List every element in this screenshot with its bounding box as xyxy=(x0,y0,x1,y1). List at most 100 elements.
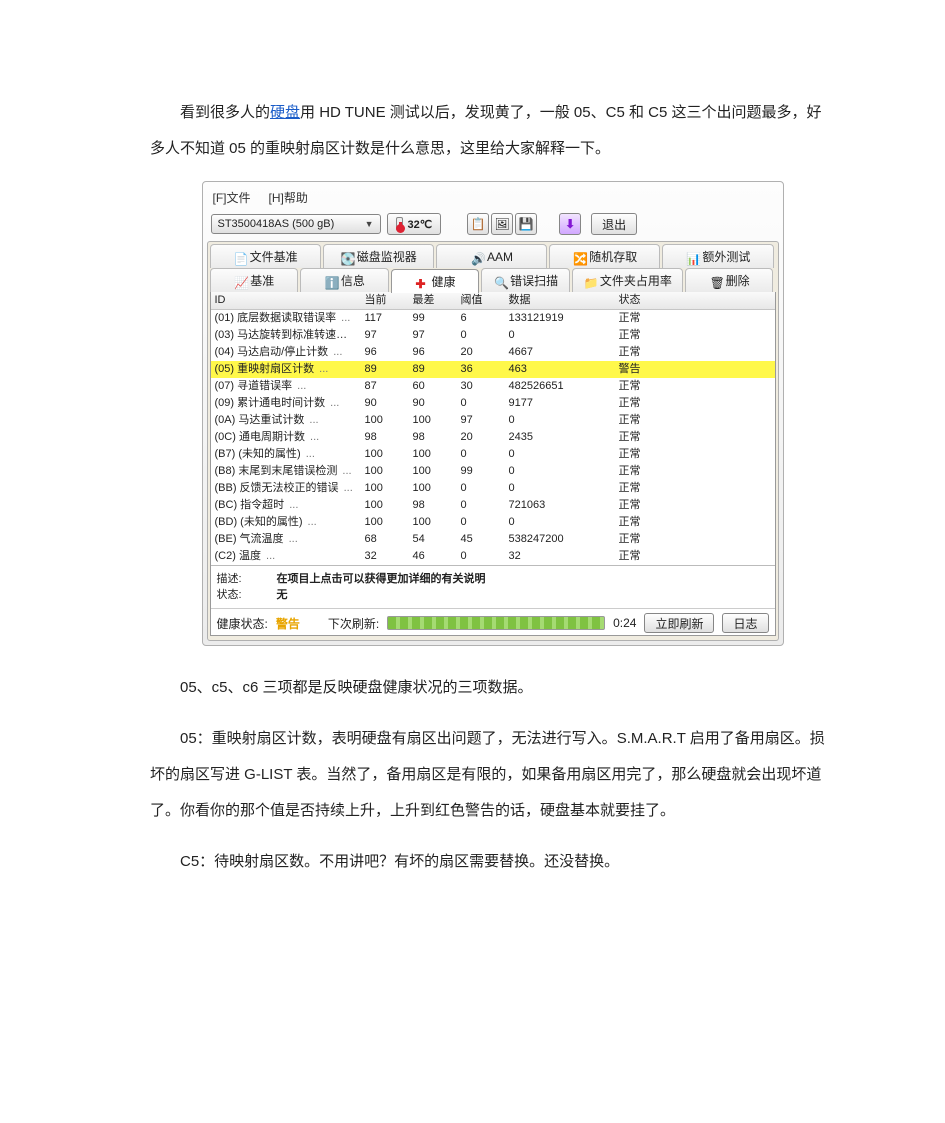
health-state-label: 健康状态: xyxy=(217,615,268,632)
tab-信息[interactable]: ℹ️信息 xyxy=(300,268,389,292)
tab-AAM[interactable]: 🔊AAM xyxy=(436,244,547,268)
cell: (BC) 指令超时 ... xyxy=(211,497,361,514)
cell: 正常 xyxy=(615,531,775,548)
drive-select[interactable]: ST3500418AS (500 gB) ▼ xyxy=(211,214,381,234)
copy-icon-btn[interactable]: 📋 xyxy=(467,213,489,235)
cell: (BD) (未知的属性) ... xyxy=(211,514,361,531)
cell: 98 xyxy=(361,429,409,446)
update-icon-btn[interactable]: ⬇ xyxy=(559,213,581,235)
cell: 100 xyxy=(361,514,409,531)
table-row[interactable]: (BE) 气流温度 ...685445538247200正常 xyxy=(211,531,775,548)
tab-label: 基准 xyxy=(250,272,274,289)
cell: (05) 重映射扇区计数 ... xyxy=(211,361,361,378)
log-button[interactable]: 日志 xyxy=(722,613,768,633)
tab-额外测试[interactable]: 📊 额外测试 xyxy=(662,244,773,268)
table-row[interactable]: (B7) (未知的属性) ...10010000正常 xyxy=(211,446,775,463)
next-refresh-label: 下次刷新: xyxy=(328,615,379,632)
bottom-bar: 健康状态: 警告 下次刷新: 0:24 立即刷新 日志 xyxy=(211,608,775,635)
refresh-now-button[interactable]: 立即刷新 xyxy=(644,613,714,633)
menu-file[interactable]: [F]文件 xyxy=(213,189,251,206)
exit-button[interactable]: 退出 xyxy=(591,213,637,235)
tab-删除[interactable]: 🗑删除 xyxy=(685,268,774,292)
tab-label: 错误扫描 xyxy=(510,272,558,289)
cell: 100 xyxy=(409,412,457,429)
cell: (B7) (未知的属性) ... xyxy=(211,446,361,463)
intro-paragraph-1: 看到很多人的硬盘用 HD TUNE 测试以后，发现黄了，一般 05、C5 和 C… xyxy=(150,95,835,167)
cell: 89 xyxy=(409,361,457,378)
cell: 正常 xyxy=(615,480,775,497)
cell: 正常 xyxy=(615,344,775,361)
cell: (01) 底层数据读取错误率 ... xyxy=(211,310,361,327)
col-id[interactable]: ID xyxy=(211,292,361,309)
tab-随机存取[interactable]: 🔀随机存取 xyxy=(549,244,660,268)
tab-文件基准[interactable]: 📄文件基准 xyxy=(210,244,321,268)
cell: 0 xyxy=(457,548,505,565)
col-data[interactable]: 数据 xyxy=(505,292,615,309)
table-row[interactable]: (0C) 通电周期计数 ...9898202435正常 xyxy=(211,429,775,446)
tab-错误扫描[interactable]: 🔍错误扫描 xyxy=(481,268,570,292)
额外测试-icon: 📊 xyxy=(685,251,697,263)
text: 看到很多人的 xyxy=(180,104,270,121)
tab-基准[interactable]: 📈基准 xyxy=(210,268,299,292)
table-row[interactable]: (03) 马达旋转到标准转速所需... ...979700正常 xyxy=(211,327,775,344)
cell: 20 xyxy=(457,344,505,361)
cell: 0 xyxy=(457,497,505,514)
temperature-value: 32℃ xyxy=(408,218,433,231)
tab-健康[interactable]: ✚健康 xyxy=(391,269,480,293)
col-worst[interactable]: 最差 xyxy=(409,292,457,309)
cell: 89 xyxy=(361,361,409,378)
desc-value: 在项目上点击可以获得更加详细的有关说明 xyxy=(277,570,486,586)
ellipsis: ... xyxy=(316,363,328,375)
smart-table: ID 当前 最差 阈值 数据 状态 (01) 底层数据读取错误率 ...1179… xyxy=(210,292,776,636)
table-row[interactable]: (04) 马达启动/停止计数 ...9696204667正常 xyxy=(211,344,775,361)
top-toolbar: ST3500418AS (500 gB) ▼ 32℃ 📋 🖼 💾 ⬇ 退出 xyxy=(207,210,779,238)
save-icon-btn[interactable]: 💾 xyxy=(515,213,537,235)
table-row[interactable]: (0A) 马达重试计数 ...100100970正常 xyxy=(211,412,775,429)
table-row[interactable]: (C2) 温度 ...3246032正常 xyxy=(211,548,775,565)
cell: 正常 xyxy=(615,514,775,531)
cell: (09) 累计通电时间计数 ... xyxy=(211,395,361,412)
col-current[interactable]: 当前 xyxy=(361,292,409,309)
tab-row-1: 📄文件基准💽磁盘监视器🔊AAM🔀随机存取 📊 额外测试 xyxy=(210,244,776,268)
chevron-down-icon: ▼ xyxy=(365,219,374,229)
tab-文件夹占用率[interactable]: 📁文件夹占用率 xyxy=(572,268,683,292)
ellipsis: ... xyxy=(330,346,342,358)
table-row[interactable]: (01) 底层数据读取错误率 ...117996133121919正常 xyxy=(211,310,775,327)
tab-磁盘监视器[interactable]: 💽磁盘监视器 xyxy=(323,244,434,268)
link-hard-disk[interactable]: 硬盘 xyxy=(270,104,300,121)
cell: 正常 xyxy=(615,310,775,327)
table-row[interactable]: (07) 寻道错误率 ...876030482526651正常 xyxy=(211,378,775,395)
table-body: (01) 底层数据读取错误率 ...117996133121919正常(03) … xyxy=(211,310,775,565)
cell: 0 xyxy=(505,480,615,497)
table-row[interactable]: (B8) 末尾到末尾错误检测 ...100100990正常 xyxy=(211,463,775,480)
cell: (B8) 末尾到末尾错误检测 ... xyxy=(211,463,361,480)
cell: 正常 xyxy=(615,378,775,395)
table-row[interactable]: (05) 重映射扇区计数 ...898936463警告 xyxy=(211,361,775,378)
col-status[interactable]: 状态 xyxy=(615,292,775,309)
cell: 97 xyxy=(409,327,457,344)
cell: (C2) 温度 ... xyxy=(211,548,361,565)
tab-label: 额外测试 xyxy=(702,248,750,265)
table-row[interactable]: (BD) (未知的属性) ...10010000正常 xyxy=(211,514,775,531)
screenshot-icon-btn[interactable]: 🖼 xyxy=(491,213,513,235)
col-threshold[interactable]: 阈值 xyxy=(457,292,505,309)
cell: 100 xyxy=(361,412,409,429)
tab-label: 随机存取 xyxy=(589,248,637,265)
cell: 9177 xyxy=(505,395,615,412)
paragraph-2: 05、c5、c6 三项都是反映硬盘健康状况的三项数据。 xyxy=(150,670,835,706)
menu-help[interactable]: [H]帮助 xyxy=(269,189,308,206)
cell: 0 xyxy=(457,514,505,531)
countdown-time: 0:24 xyxy=(613,616,636,630)
table-row[interactable]: (BC) 指令超时 ...100980721063正常 xyxy=(211,497,775,514)
cell: 54 xyxy=(409,531,457,548)
ellipsis: ... xyxy=(294,380,306,392)
screenshot-icon: 🖼 xyxy=(494,217,509,231)
cell: 96 xyxy=(409,344,457,361)
cell: 97 xyxy=(361,327,409,344)
cell: 97 xyxy=(457,412,505,429)
cell: 6 xyxy=(457,310,505,327)
cell: 20 xyxy=(457,429,505,446)
table-row[interactable]: (09) 累计通电时间计数 ...909009177正常 xyxy=(211,395,775,412)
table-row[interactable]: (BB) 反馈无法校正的错误 ...10010000正常 xyxy=(211,480,775,497)
cell: 100 xyxy=(409,480,457,497)
